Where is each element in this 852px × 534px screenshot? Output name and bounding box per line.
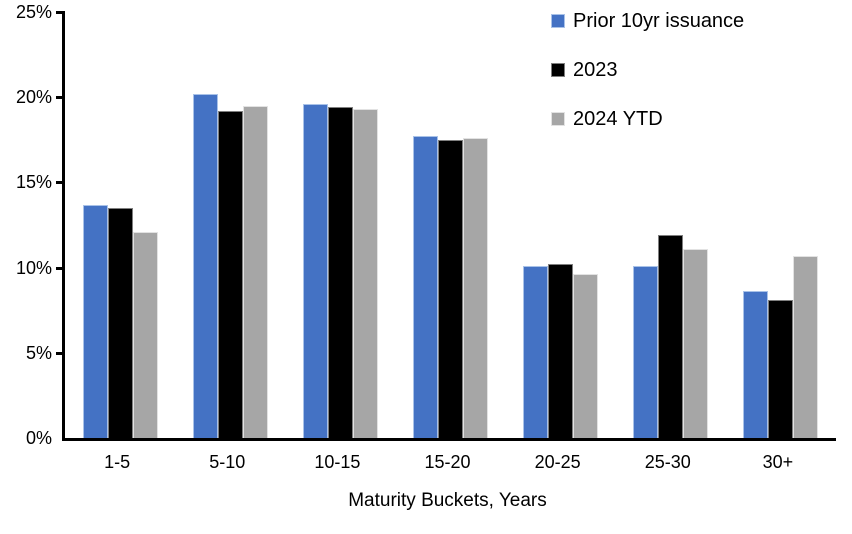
- y-tick-label-25: 25%: [15, 2, 52, 22]
- legend-swatch-2024-ytd: [551, 112, 565, 126]
- legend: Prior 10yr issuance 2023 2024 YTD: [551, 10, 744, 157]
- y-tick-mark-20: [56, 96, 65, 100]
- y-tick-label-15: 15%: [15, 172, 52, 193]
- bar-2024-ytd-15-20: [462, 138, 488, 438]
- bar-group-1-5: [65, 12, 175, 438]
- bar-prior-10yr-issuance-10-15: [302, 104, 328, 438]
- bar-prior-10yr-issuance-15-20: [412, 136, 438, 438]
- bar-2023-25-30: [658, 235, 684, 438]
- bar-2024-ytd-5-10: [242, 106, 268, 438]
- legend-swatch-prior-10yr-issuance: [551, 14, 565, 28]
- x-tick-label-25-30: 25-30: [644, 452, 691, 472]
- bar-2023-20-25: [548, 264, 574, 438]
- bar-group-5-10: [175, 12, 285, 438]
- y-tick-label-0: 0%: [25, 428, 52, 448]
- x-tick-label-15-20: 15-20: [424, 452, 471, 472]
- legend-label-prior-10yr-issuance: Prior 10yr issuance: [573, 9, 745, 32]
- bar-2024-ytd-20-25: [573, 274, 599, 438]
- x-tick-label-5-10: 5-10: [209, 452, 246, 472]
- bar-prior-10yr-issuance-1-5: [82, 205, 108, 438]
- bar-prior-10yr-issuance-30: [743, 291, 769, 438]
- bar-2023-30: [768, 300, 794, 438]
- bar-2023-10-15: [327, 107, 353, 438]
- x-tick-label-10-15: 10-15: [314, 452, 361, 472]
- legend-item-prior-10yr-issuance: Prior 10yr issuance: [551, 10, 744, 32]
- bar-prior-10yr-issuance-20-25: [523, 266, 549, 438]
- legend-swatch-2023: [551, 63, 565, 77]
- y-tick-mark-15: [56, 181, 65, 185]
- bar-group-25-30: [616, 12, 726, 438]
- x-tick-label-1-5: 1-5: [104, 452, 131, 472]
- legend-item-2024-ytd: 2024 YTD: [551, 108, 744, 130]
- bar-group-20-25: [506, 12, 616, 438]
- bar-2023-15-20: [437, 140, 463, 438]
- x-tick-label-30: 30+: [762, 452, 794, 472]
- bar-2023-5-10: [217, 111, 243, 438]
- bar-groups: [65, 12, 836, 438]
- x-axis-title: Maturity Buckets, Years: [348, 490, 547, 511]
- bar-prior-10yr-issuance-5-10: [192, 94, 218, 438]
- bar-2024-ytd-1-5: [132, 232, 158, 438]
- bar-group-15-20: [395, 12, 505, 438]
- bar-2023-1-5: [107, 208, 133, 438]
- bar-2024-ytd-30: [793, 256, 819, 438]
- bar-prior-10yr-issuance-25-30: [633, 266, 659, 438]
- plot-area: [56, 11, 836, 441]
- bar-2024-ytd-25-30: [683, 249, 709, 438]
- bar-group-10-15: [285, 12, 395, 438]
- bar-2024-ytd-10-15: [352, 109, 378, 438]
- y-tick-label-20: 20%: [15, 87, 52, 108]
- y-tick-label-5: 5%: [25, 342, 52, 363]
- y-tick-mark-25: [56, 11, 65, 14]
- x-tick-label-20-25: 20-25: [534, 452, 581, 472]
- y-tick-label-10: 10%: [15, 257, 52, 278]
- legend-label-2023: 2023: [573, 58, 618, 81]
- legend-label-2024-ytd: 2024 YTD: [573, 107, 663, 130]
- bar-group-30: [726, 12, 836, 438]
- y-tick-mark-10: [56, 266, 65, 270]
- y-tick-mark-5: [56, 351, 65, 355]
- x-axis-labels: 1-5 5-10 10-15 15-20 20-25 25-30 30+: [62, 452, 833, 473]
- legend-item-2023: 2023: [551, 59, 744, 81]
